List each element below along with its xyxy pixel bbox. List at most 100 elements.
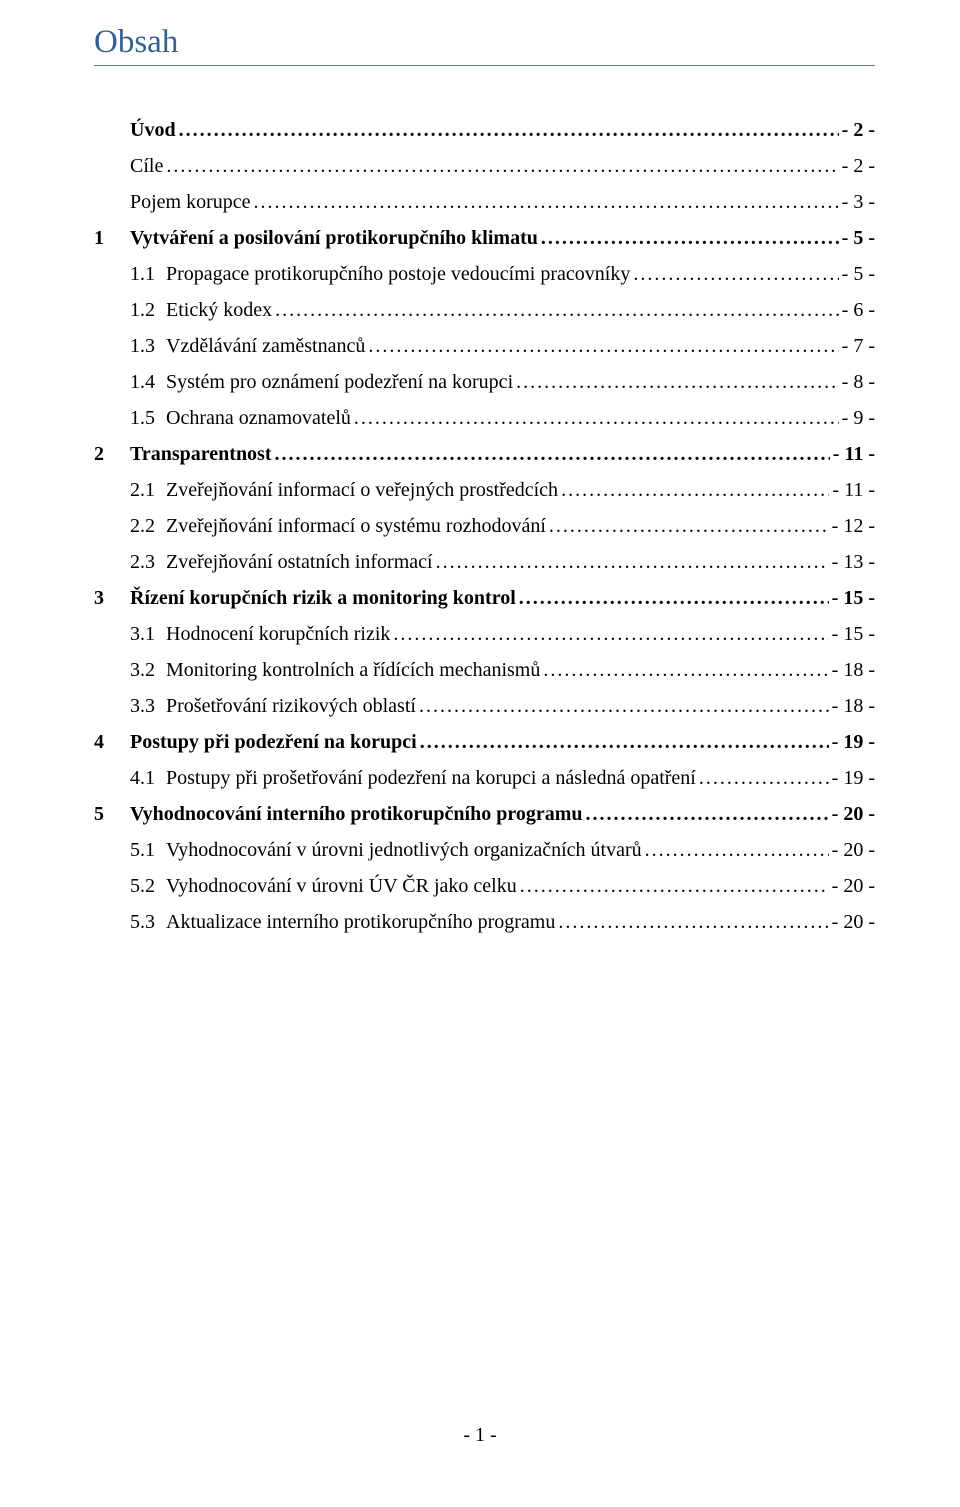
toc-leader-dots [519, 588, 829, 608]
toc-leader-dots [520, 876, 829, 896]
toc-entry-label: Řízení korupčních rizik a monitoring kon… [130, 588, 516, 608]
toc-entry-number: 3.2 [130, 660, 166, 680]
toc-entry-label: Úvod [130, 120, 176, 140]
toc-entry: 2.1Zveřejňování informací o veřejných pr… [94, 480, 875, 500]
toc-entry: 1.3Vzdělávání zaměstnanců- 7 - [94, 336, 875, 356]
toc-leader-dots [516, 372, 839, 392]
toc-entry-page: - 11 - [833, 444, 875, 464]
toc-leader-dots [549, 516, 829, 536]
toc-entry-page: - 7 - [842, 336, 875, 356]
toc-entry-page: - 11 - [832, 480, 875, 500]
toc-entry-number: 5 [94, 804, 130, 824]
toc-entry-page: - 5 - [842, 264, 875, 284]
toc-entry-page: - 8 - [842, 372, 875, 392]
toc-entry-page: - 12 - [832, 516, 875, 536]
toc-leader-dots [436, 552, 829, 572]
page-title: Obsah [94, 24, 875, 61]
toc-leader-dots [275, 300, 839, 320]
toc-entry-page: - 3 - [842, 192, 875, 212]
toc-entry-number: 5.3 [130, 912, 166, 932]
toc-entry-number: 1.1 [130, 264, 166, 284]
toc-entry-label: Zveřejňování ostatních informací [166, 552, 433, 572]
page-number-footer: - 1 - [0, 1424, 960, 1447]
toc-entry-number: 2.3 [130, 552, 166, 572]
toc-entry-page: - 18 - [832, 696, 875, 716]
toc-entry-page: - 18 - [832, 660, 875, 680]
toc-leader-dots [254, 192, 839, 212]
toc-entry: 5Vyhodnocování interního protikorupčního… [94, 804, 875, 824]
toc-leader-dots [420, 732, 829, 752]
toc-entry: 5.3Aktualizace interního protikorupčního… [94, 912, 875, 932]
toc-entry-page: - 5 - [842, 228, 875, 248]
toc-entry-label: Prošetřování rizikových oblastí [166, 696, 416, 716]
toc-entry-page: - 20 - [832, 804, 875, 824]
toc-leader-dots [419, 696, 829, 716]
toc-entry: 4.1Postupy při prošetřování podezření na… [94, 768, 875, 788]
toc-entry: Pojem korupce - 3 - [94, 192, 875, 212]
toc-entry-number: 1.5 [130, 408, 166, 428]
toc-entry-page: - 20 - [832, 876, 875, 896]
toc-entry-label: Postupy při podezření na korupci [130, 732, 417, 752]
toc-entry-label: Systém pro oznámení podezření na korupci [166, 372, 513, 392]
toc-entry: Úvod - 2 - [94, 120, 875, 140]
toc-leader-dots [558, 912, 828, 932]
toc-leader-dots [368, 336, 838, 356]
toc-leader-dots [541, 228, 839, 248]
toc-entry-number: 2 [94, 444, 130, 464]
toc-entry-page: - 6 - [842, 300, 875, 320]
toc-entry-number: 1.2 [130, 300, 166, 320]
toc-entry-label: Hodnocení korupčních rizik [166, 624, 390, 644]
toc-entry-label: Pojem korupce [130, 192, 251, 212]
toc-entry-label: Monitoring kontrolních a řídících mechan… [166, 660, 540, 680]
toc-entry-number: 2.1 [130, 480, 166, 500]
toc-entry-label: Vyhodnocování v úrovni ÚV ČR jako celku [166, 876, 517, 896]
toc-leader-dots [166, 156, 838, 176]
toc-entry: 1.1Propagace protikorupčního postoje ved… [94, 264, 875, 284]
toc-entry-page: - 15 - [832, 588, 875, 608]
toc-entry-label: Aktualizace interního protikorupčního pr… [166, 912, 555, 932]
toc-leader-dots [561, 480, 829, 500]
toc-entry-label: Cíle [130, 156, 163, 176]
toc-entry-number: 5.2 [130, 876, 166, 896]
toc-entry-page: - 2 - [842, 120, 875, 140]
toc-leader-dots [275, 444, 830, 464]
toc-entry-label: Vyhodnocování interního protikorupčního … [130, 804, 583, 824]
toc-entry: 2Transparentnost- 11 - [94, 444, 875, 464]
toc-entry: 2.2Zveřejňování informací o systému rozh… [94, 516, 875, 536]
toc-entry-number: 4 [94, 732, 130, 752]
toc-entry-label: Vzdělávání zaměstnanců [166, 336, 365, 356]
toc-leader-dots [633, 264, 838, 284]
toc-entry: 1.5Ochrana oznamovatelů- 9 - [94, 408, 875, 428]
document-page: Obsah Úvod - 2 - Cíle - 2 - Pojem korupce - 3… [0, 0, 960, 1507]
toc-entry-page: - 19 - [832, 768, 875, 788]
toc-entry-number: 3.3 [130, 696, 166, 716]
toc-entry-label: Vytváření a posilování protikorupčního k… [130, 228, 538, 248]
toc-entry: 1.2Etický kodex - 6 - [94, 300, 875, 320]
toc-entry-number: 1.4 [130, 372, 166, 392]
toc-entry-number: 3 [94, 588, 130, 608]
toc-leader-dots [179, 120, 839, 140]
toc-leader-dots [354, 408, 839, 428]
title-rule [94, 65, 875, 66]
toc-entry: Cíle - 2 - [94, 156, 875, 176]
toc-entry-number: 2.2 [130, 516, 166, 536]
toc-entry-label: Ochrana oznamovatelů [166, 408, 351, 428]
toc-leader-dots [393, 624, 828, 644]
toc-entry: 5.2Vyhodnocování v úrovni ÚV ČR jako cel… [94, 876, 875, 896]
toc-entry-number: 3.1 [130, 624, 166, 644]
toc-entry-number: 1 [94, 228, 130, 248]
table-of-contents: Úvod - 2 - Cíle - 2 - Pojem korupce - 3 - 1Vyt… [94, 120, 875, 932]
toc-entry: 5.1Vyhodnocování v úrovni jednotlivých o… [94, 840, 875, 860]
toc-entry-page: - 13 - [832, 552, 875, 572]
toc-entry-page: - 2 - [842, 156, 875, 176]
toc-entry-page: - 20 - [832, 912, 875, 932]
toc-entry-page: - 15 - [832, 624, 875, 644]
toc-entry: 4Postupy při podezření na korupci - 19 - [94, 732, 875, 752]
toc-entry-page: - 19 - [832, 732, 875, 752]
toc-entry-number: 4.1 [130, 768, 166, 788]
toc-entry-label: Postupy při prošetřování podezření na ko… [166, 768, 696, 788]
toc-entry-label: Etický kodex [166, 300, 272, 320]
toc-entry: 2.3Zveřejňování ostatních informací - 13 … [94, 552, 875, 572]
toc-entry-page: - 20 - [832, 840, 875, 860]
toc-entry: 1.4Systém pro oznámení podezření na koru… [94, 372, 875, 392]
